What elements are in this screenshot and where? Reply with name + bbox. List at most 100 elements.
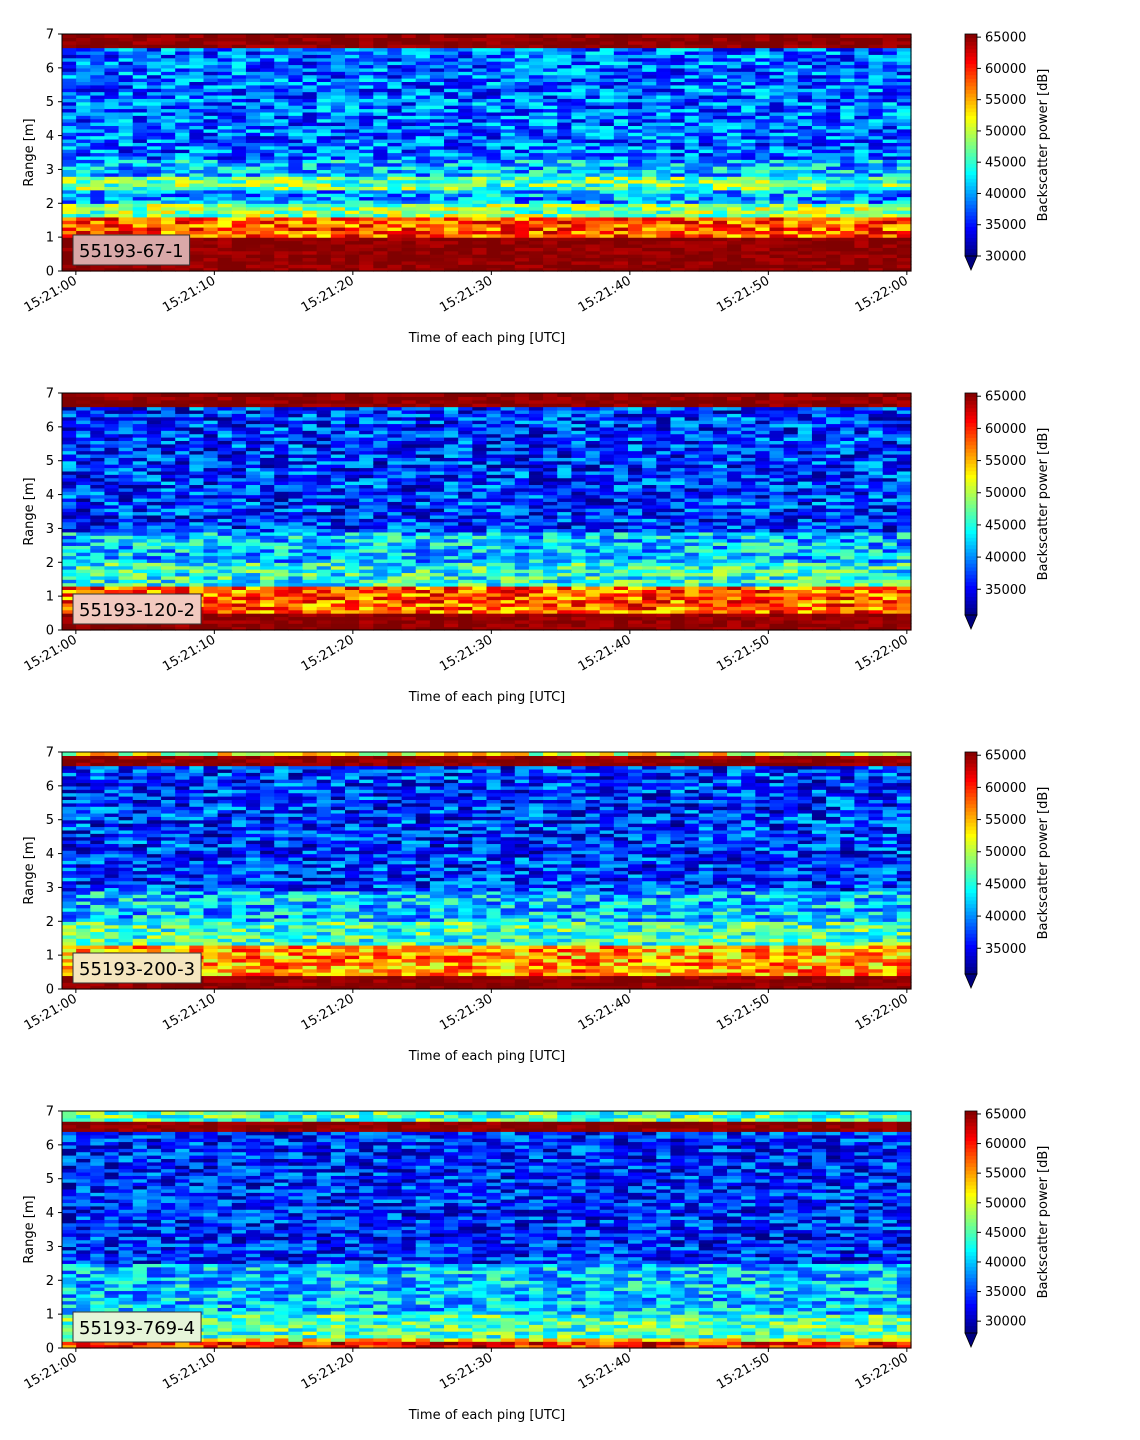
heatmap-cell <box>741 34 756 38</box>
colorbar-segment <box>965 145 977 149</box>
colorbar-segment <box>965 212 977 216</box>
colorbar-segment <box>965 186 977 190</box>
colorbar-segment <box>965 93 977 97</box>
panel-label: 55193-67-1 <box>79 241 184 262</box>
colorbar-segment <box>965 141 977 145</box>
colorbar-segment <box>965 204 977 208</box>
colorbar-segment <box>965 201 977 205</box>
heatmap-cell <box>402 34 417 38</box>
colorbar-segment <box>965 45 977 49</box>
heatmap-cell <box>685 34 700 38</box>
heatmap-cell <box>76 34 91 38</box>
colorbar-segment <box>965 71 977 75</box>
x-tick-label: 15:21:50 <box>714 273 772 315</box>
heatmap-cell <box>543 34 558 38</box>
heatmap-cell <box>62 34 77 38</box>
colorbar-segment <box>965 97 977 101</box>
x-tick-label: 15:21:30 <box>437 273 495 315</box>
colorbar: 3000035000400004500050000550006000065000… <box>965 31 1051 270</box>
colorbar-segment <box>965 127 977 131</box>
colorbar-segment <box>965 219 977 223</box>
heatmap-cell <box>62 393 77 397</box>
colorbar-segment <box>965 223 977 227</box>
heatmap-cell <box>161 34 176 38</box>
heatmap-cell <box>897 34 912 38</box>
heatmap-cell <box>317 34 332 38</box>
heatmap-cell <box>557 34 572 38</box>
colorbar-segment <box>965 249 977 253</box>
x-tick-label: 15:21:10 <box>160 273 218 315</box>
x-tick-label: 15:22:00 <box>853 273 911 315</box>
heatmap-cell <box>670 34 685 38</box>
colorbar-segment <box>965 208 977 212</box>
colorbar-segment <box>965 160 977 164</box>
heatmap-cell <box>416 34 431 38</box>
colorbar-segment <box>965 215 977 219</box>
colorbar-segment <box>965 130 977 134</box>
heatmap-cell <box>288 34 303 38</box>
colorbar-segment <box>965 34 977 38</box>
heatmap-cell <box>246 34 261 38</box>
colorbar-segment <box>965 115 977 119</box>
colorbar-segment <box>965 182 977 186</box>
heatmap-cell <box>387 34 402 38</box>
colorbar-segment <box>965 134 977 138</box>
colorbar-segment <box>965 82 977 86</box>
heatmap-cell <box>699 34 714 38</box>
colorbar-segment <box>965 112 977 116</box>
heatmap-cell <box>770 34 785 38</box>
heatmap-cell <box>90 393 105 397</box>
colorbar-segment <box>965 178 977 182</box>
heatmap-cell <box>656 34 671 38</box>
colorbar-tick-label: 55000 <box>985 93 1026 108</box>
colorbar-tick-label: 65000 <box>985 31 1026 46</box>
heatmap-cell <box>133 393 148 397</box>
heatmap-cell <box>444 34 459 38</box>
colorbar-segment <box>965 56 977 60</box>
heatmap-cell <box>586 34 601 38</box>
heatmap-cell <box>642 34 657 38</box>
heatmap-cell <box>628 34 643 38</box>
heatmap-cell <box>840 34 855 38</box>
heatmap-cell <box>614 34 629 38</box>
colorbar-extend-arrow <box>965 256 977 270</box>
colorbar-segment <box>965 152 977 156</box>
colorbar-segment <box>965 238 977 242</box>
heatmap-cell <box>755 34 770 38</box>
colorbar-tick-label: 35000 <box>985 218 1026 233</box>
heatmap-cell <box>600 34 615 38</box>
heatmap-cell <box>119 393 134 397</box>
heatmap-cell <box>175 393 190 397</box>
heatmap-cell <box>515 34 530 38</box>
heatmap-cell <box>232 34 247 38</box>
colorbar-segment <box>965 78 977 82</box>
heatmap-cell <box>119 34 134 38</box>
heatmap-cell <box>147 34 162 38</box>
heatmap-cell <box>104 393 119 397</box>
heatmap-cell <box>373 34 388 38</box>
heatmap-cell <box>218 34 233 38</box>
y-tick-label: 6 <box>46 61 54 76</box>
heatmap-cell <box>331 34 346 38</box>
colorbar-tick-label: 60000 <box>985 62 1026 77</box>
y-tick-label: 4 <box>46 129 54 144</box>
heatmap-cell <box>727 34 742 38</box>
heatmap-cell <box>571 34 586 38</box>
colorbar-segment <box>965 245 977 249</box>
heatmap-cell <box>204 34 219 38</box>
colorbar-segment <box>965 167 977 171</box>
colorbar-segment <box>965 101 977 105</box>
colorbar-segment <box>965 108 977 112</box>
heatmap-cell <box>826 34 841 38</box>
colorbar-segment <box>965 189 977 193</box>
colorbar-tick-label: 45000 <box>985 156 1026 171</box>
colorbar-segment <box>965 197 977 201</box>
colorbar-segment <box>965 149 977 153</box>
colorbar-segment <box>965 75 977 79</box>
colorbar-segment <box>965 175 977 179</box>
colorbar-segment <box>965 241 977 245</box>
heatmap-cell <box>869 34 884 38</box>
